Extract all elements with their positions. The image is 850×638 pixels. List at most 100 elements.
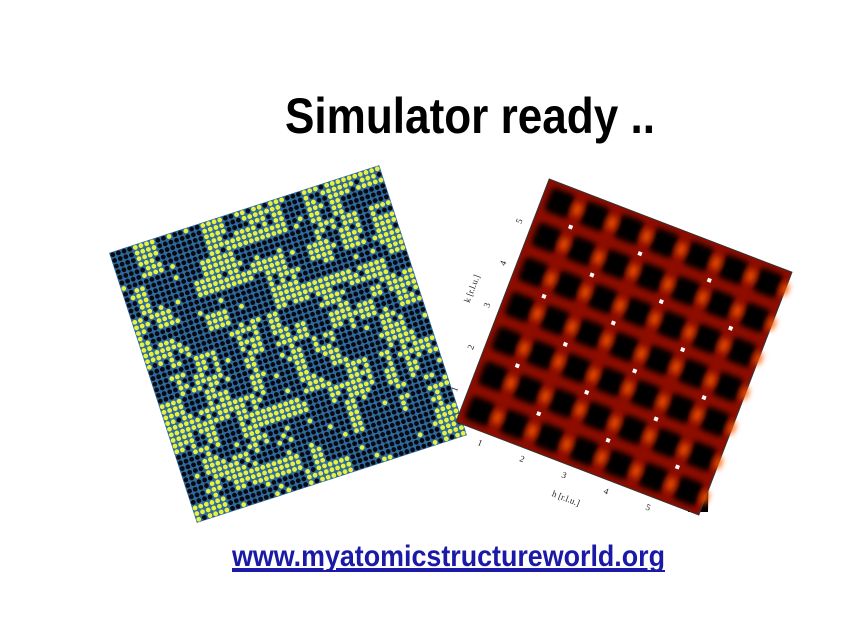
lattice-atom <box>352 422 358 428</box>
lattice-atom <box>389 230 395 235</box>
lattice-atom <box>148 370 154 376</box>
heatmap-cell <box>499 409 530 440</box>
heatmap-glow <box>701 490 710 505</box>
lattice-atom <box>310 255 316 261</box>
lattice-atom <box>400 245 406 250</box>
lattice-atom <box>252 305 257 311</box>
lattice-atom <box>224 277 230 283</box>
lattice-atom <box>399 338 405 344</box>
lattice-atom <box>207 339 212 344</box>
lattice-atom <box>216 292 222 298</box>
lattice-atom <box>274 279 280 285</box>
lattice-atom <box>188 320 194 326</box>
lattice-atom <box>163 359 169 365</box>
lattice-atom <box>241 427 247 433</box>
lattice-atom <box>204 483 209 488</box>
lattice-atom <box>348 199 354 205</box>
lattice-atom <box>181 260 187 266</box>
lattice-atom <box>160 310 166 316</box>
lattice-atom <box>367 411 373 417</box>
lattice-atom <box>221 384 227 389</box>
lattice-atom <box>303 195 309 201</box>
lattice-atom <box>368 261 374 267</box>
lattice-atom <box>353 291 359 297</box>
lattice-atom <box>228 251 234 257</box>
lattice-atom <box>156 374 162 380</box>
lattice-atom <box>225 320 231 326</box>
lattice-atom <box>155 256 161 262</box>
lattice-atom <box>303 482 309 487</box>
lattice-atom <box>134 325 139 331</box>
lattice-atom <box>224 296 229 302</box>
lattice-atom <box>324 375 330 381</box>
lattice-atom <box>288 244 294 250</box>
lattice-atom <box>267 468 273 474</box>
lattice-atom <box>371 347 377 353</box>
lattice-atom <box>297 272 303 278</box>
lattice-atom <box>180 428 185 434</box>
lattice-atom <box>324 338 330 343</box>
lattice-atom <box>367 336 373 342</box>
lattice-atom <box>215 230 221 236</box>
lattice-atom <box>345 287 351 293</box>
lattice-atom <box>136 293 142 299</box>
lattice-atom <box>242 315 248 320</box>
lattice-atom <box>222 290 228 296</box>
lattice-atom <box>395 383 401 389</box>
lattice-atom <box>380 413 386 419</box>
lattice-atom <box>359 233 365 239</box>
lattice-atom <box>248 350 253 356</box>
lattice-atom <box>340 308 345 314</box>
lattice-atom <box>381 282 387 288</box>
lattice-atom <box>200 453 206 459</box>
lattice-atom <box>297 309 302 315</box>
heatmap-glow <box>554 355 563 369</box>
lattice-atom <box>249 219 254 225</box>
lattice-atom <box>348 392 354 398</box>
heatmap-cell <box>587 283 618 315</box>
lattice-atom <box>154 349 160 355</box>
lattice-atom <box>313 341 319 347</box>
lattice-atom <box>373 297 379 303</box>
lattice-atom <box>391 391 397 396</box>
website-link[interactable]: www.myatomicstructureworld.org <box>231 540 665 573</box>
lattice-atom <box>296 403 302 409</box>
heatmap-cell <box>712 371 744 403</box>
lattice-atom <box>399 413 404 419</box>
lattice-atom <box>299 296 304 302</box>
lattice-atom <box>187 432 193 438</box>
lattice-atom <box>263 264 269 270</box>
lattice-atom <box>278 347 283 352</box>
lattice-atom <box>374 259 379 265</box>
lattice-atom <box>185 271 190 277</box>
lattice-atom <box>418 338 424 344</box>
lattice-atom <box>232 455 238 461</box>
lattice-atom <box>408 441 414 447</box>
heatmap-glow <box>720 338 728 353</box>
lattice-atom <box>344 226 350 231</box>
lattice-atom <box>293 223 299 229</box>
lattice-atom <box>372 235 378 241</box>
lattice-atom <box>246 363 251 369</box>
lattice-atom <box>331 472 337 478</box>
lattice-atom <box>339 439 344 445</box>
lattice-atom <box>368 454 374 460</box>
lattice-atom <box>245 494 250 500</box>
lattice-atom <box>209 251 215 257</box>
lattice-atom <box>250 281 256 287</box>
lattice-atom <box>285 332 291 338</box>
lattice-atom <box>147 252 153 258</box>
lattice-atom <box>215 460 221 466</box>
lattice-atom <box>414 308 420 314</box>
lattice-atom <box>358 364 364 370</box>
lattice-atom <box>348 448 354 454</box>
lattice-atom <box>324 412 330 418</box>
lattice-atom <box>162 241 168 247</box>
lattice-atom <box>202 421 208 427</box>
lattice-atom <box>223 408 229 414</box>
lattice-atom <box>293 298 299 304</box>
lattice-atom <box>262 433 268 438</box>
lattice-atom <box>383 288 389 293</box>
lattice-atom <box>411 278 417 284</box>
lattice-atom <box>337 203 342 209</box>
